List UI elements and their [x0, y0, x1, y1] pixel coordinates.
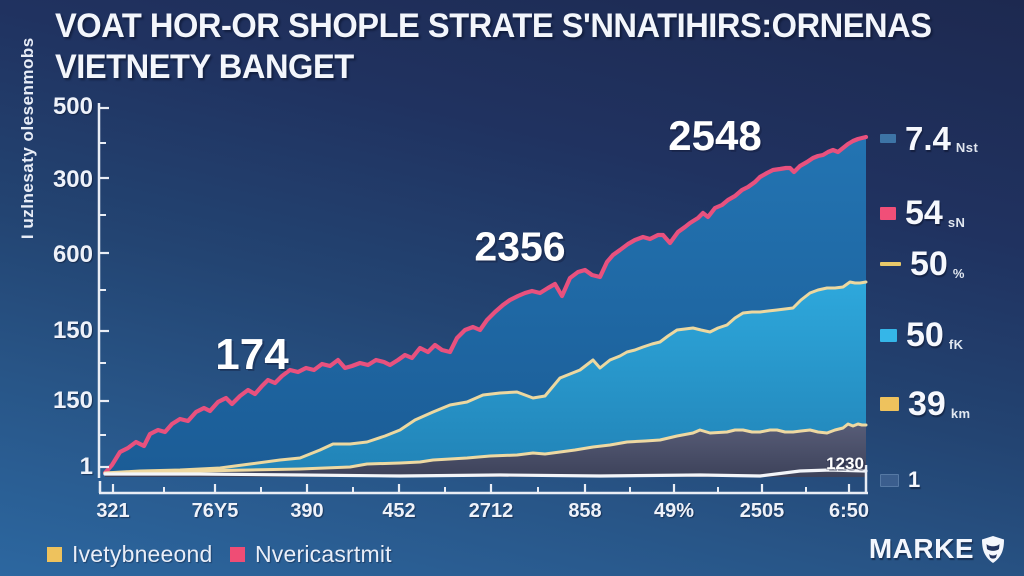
legend-row: 50 fK — [880, 315, 964, 355]
x-tick-label: 2712 — [468, 500, 514, 522]
legend-value: 7.4 — [905, 119, 951, 157]
x-tick-label: 6:50 — [828, 500, 870, 522]
x-tick-label: 76Y5 — [191, 500, 239, 522]
bottom-legend-label: Ivetybneeond — [72, 541, 213, 567]
legend-row: 54 sN — [880, 193, 965, 233]
y-tick-label: 1 — [79, 453, 93, 480]
chart-title: VOAT HOR-OR SHOPLE STRATE S'NNATIHIRS:OR… — [55, 6, 932, 89]
x-tick-label: 321 — [96, 500, 130, 522]
pink-line-area — [102, 134, 869, 476]
data-label: 174 — [215, 330, 289, 379]
cyan-area-yellow-line — [103, 280, 868, 475]
legend-value: 1 — [908, 467, 921, 492]
bottom-legend-label: Nvericasrtmit — [255, 541, 392, 567]
shield-icon — [982, 535, 1004, 563]
y-tick-label: 300 — [52, 166, 93, 193]
legend-suffix: % — [952, 266, 965, 281]
slate-area-yellow-line — [103, 422, 868, 475]
legend-swatch-icon — [880, 206, 896, 220]
legend-dash-icon — [880, 262, 901, 266]
x-tick-label: 452 — [382, 500, 416, 522]
legend-swatch-icon — [880, 328, 897, 342]
legend-value: 39 — [908, 385, 946, 423]
chart-title-line1: VOAT HOR-OR SHOPLE STRATE S'NNATIHIRS:OR… — [55, 7, 932, 45]
data-label: 2548 — [668, 112, 762, 159]
legend-swatch-icon — [880, 133, 896, 143]
legend-row: 7.4 Nst — [880, 118, 978, 158]
brand-text: MARKE — [868, 533, 974, 564]
pink-swatch-icon — [230, 547, 245, 562]
legend-row: 1 — [880, 460, 920, 500]
bottom-legend-item-2: Nvericasrtmit — [230, 541, 392, 568]
x-tick-label: 390 — [290, 500, 324, 522]
x-tick-label: 858 — [568, 500, 602, 522]
legend-suffix: Nst — [955, 140, 979, 155]
data-label: 2356 — [474, 223, 566, 270]
y-tick-label: 150 — [52, 317, 93, 344]
y-tick-label: 150 — [52, 387, 93, 414]
legend-swatch-icon — [880, 473, 899, 487]
legend-suffix: sN — [947, 215, 966, 230]
y-tick-label: 600 — [52, 241, 93, 268]
legend-row: 39 km — [880, 384, 971, 424]
legend-value: 50 — [910, 245, 948, 283]
legend-value: 50 — [906, 316, 944, 354]
legend-suffix: fK — [948, 337, 964, 352]
chart-title-line2: VIETNETY BANGET — [55, 48, 354, 87]
bottom-legend-item-1: Ivetybneeond — [47, 541, 213, 568]
legend-swatch-icon — [880, 397, 899, 411]
legend-row: 50% — [880, 244, 965, 284]
yellow-swatch-icon — [47, 547, 62, 562]
y-tick-label: 500 — [52, 93, 93, 120]
white-baseline-line — [103, 468, 868, 478]
x-tick-label: 2505 — [739, 500, 785, 522]
data-label: 1230 — [826, 454, 864, 473]
legend-value: 54 — [905, 194, 943, 232]
cyan-area-yellow-line-fill — [105, 282, 866, 477]
x-tick-label: 49% — [653, 500, 695, 522]
brand-logo: MARKE — [869, 533, 1006, 565]
legend-suffix: km — [950, 406, 971, 421]
